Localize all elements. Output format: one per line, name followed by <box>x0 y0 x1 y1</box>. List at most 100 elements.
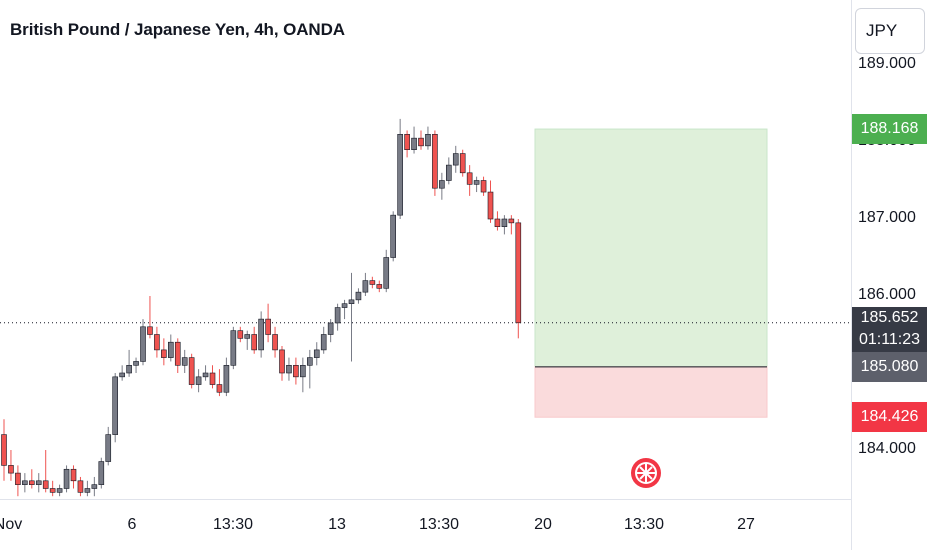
candle-body <box>140 326 146 362</box>
candle-body <box>258 318 264 351</box>
candle-body <box>42 480 49 489</box>
candle-body <box>244 334 251 339</box>
candle-body <box>15 472 21 485</box>
candle-body <box>487 191 494 220</box>
time-tick-label: 13:30 <box>212 516 254 533</box>
candle-body <box>397 134 403 216</box>
price-tick-label: 187.000 <box>858 209 916 226</box>
candle-body <box>28 480 35 485</box>
price-tick-label: 184.000 <box>858 440 916 457</box>
current-price-tag: 185.652 01:11:23 <box>852 306 927 355</box>
candle-body <box>418 137 424 147</box>
candle-body <box>383 257 390 289</box>
candle-body <box>223 364 230 393</box>
candle-body <box>300 364 306 378</box>
time-tick-label: 27 <box>737 516 755 533</box>
candle-body <box>390 214 397 258</box>
uk-flag-icon[interactable] <box>630 457 662 489</box>
candle-body <box>202 372 209 378</box>
candle-body <box>411 137 417 150</box>
candle-body <box>195 376 202 385</box>
candle-body <box>348 299 355 305</box>
candle-body <box>181 357 188 366</box>
candle-body <box>133 361 139 366</box>
candle-body <box>237 330 244 339</box>
candle-body <box>369 280 376 285</box>
chart-title: British Pound / Japanese Yen, 4h, OANDA <box>10 20 345 39</box>
candle-body <box>84 488 91 493</box>
target-price-tag: 188.168 <box>852 114 927 145</box>
candle-body <box>98 461 105 485</box>
candle-body <box>355 291 362 301</box>
candle-body <box>154 334 160 351</box>
candle-body <box>279 349 285 374</box>
entry-price-tag: 185.080 <box>852 351 927 382</box>
candle-body <box>320 334 327 351</box>
price-axis-divider <box>851 0 852 550</box>
time-axis-divider <box>0 499 851 500</box>
candle-body <box>105 434 112 462</box>
candle-body <box>174 341 181 366</box>
candle-body <box>188 357 195 385</box>
candle-body <box>209 372 216 385</box>
candle-body <box>119 372 125 378</box>
candle-body <box>91 484 98 489</box>
candle-body <box>272 334 278 351</box>
time-tick-label: 13 <box>328 516 346 533</box>
candle-body <box>445 164 452 181</box>
candle-body <box>480 180 487 193</box>
candle-body <box>112 376 118 435</box>
time-tick-label: 13:30 <box>418 516 460 533</box>
candle-body <box>313 349 320 358</box>
candle-body <box>168 341 174 358</box>
time-tick-label: Nov <box>0 516 23 533</box>
bar-countdown: 01:11:23 <box>858 330 921 348</box>
time-tick-label: 13:30 <box>623 516 665 533</box>
candle-body <box>334 307 341 324</box>
candle-body <box>8 465 14 474</box>
candle-body <box>459 153 466 174</box>
candle-body <box>77 480 84 493</box>
candle-body <box>251 334 257 351</box>
candle-body <box>466 172 473 185</box>
candle-body <box>376 284 383 289</box>
time-tick-label: 20 <box>534 516 552 533</box>
candle-body <box>473 180 480 185</box>
candle-body <box>432 134 438 189</box>
currency-selector[interactable]: JPY <box>855 8 925 54</box>
price-tick-label: 186.000 <box>858 286 916 303</box>
candle-body <box>63 468 70 489</box>
candle-body <box>327 322 334 335</box>
candle-body <box>404 134 410 151</box>
candle-body <box>70 468 77 482</box>
candle-body <box>439 180 445 189</box>
time-tick-label: 6 <box>127 516 137 533</box>
candle-body <box>216 384 223 393</box>
candle-body <box>286 364 292 374</box>
candle-body <box>362 280 369 293</box>
candle-body <box>230 330 237 366</box>
candle-body <box>126 364 132 374</box>
candle-body <box>49 488 56 493</box>
candle-body <box>501 218 508 227</box>
current-price-value: 185.652 <box>860 308 919 326</box>
candle-body <box>56 488 63 493</box>
candle-body <box>22 480 28 485</box>
stop-zone <box>534 366 768 418</box>
candle-body <box>452 153 459 166</box>
candle-body <box>265 318 271 335</box>
candle-body <box>425 134 431 147</box>
target-zone <box>534 128 768 368</box>
candle-body <box>1 434 7 466</box>
candle-body <box>494 218 501 227</box>
candle-body <box>293 364 299 378</box>
price-tick-label: 189.000 <box>858 55 916 72</box>
candle-body <box>161 349 167 358</box>
candle-body <box>341 303 348 308</box>
candle-body <box>35 480 42 485</box>
candle-body <box>306 357 313 366</box>
stop-price-tag: 184.426 <box>852 402 927 433</box>
candle-body <box>515 222 522 324</box>
